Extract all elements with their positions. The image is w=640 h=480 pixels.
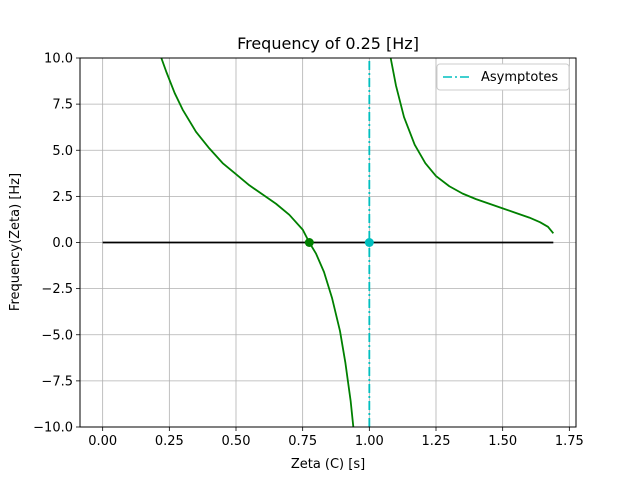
y-tick-label: 7.5 xyxy=(52,98,73,113)
y-axis-label: Frequency(Zeta) [Hz] xyxy=(8,173,23,311)
legend-box xyxy=(436,63,570,91)
y-axis: 10.0 7.5 5.0 2.5 0.0 −2.5 −5.0 −7.5 −10.0 xyxy=(33,52,80,436)
root-marker xyxy=(364,238,374,247)
legend-asymptotes-label: Asymptotes xyxy=(481,70,558,85)
chart-title: Frequency of 0.25 [Hz] xyxy=(237,34,419,53)
y-tick-label: 10.0 xyxy=(44,52,73,67)
plot-layer xyxy=(102,57,555,428)
x-axis-label: Zeta (C) [s] xyxy=(291,457,365,472)
x-axis: 0.00 0.25 0.50 0.75 1.00 1.25 1.50 1.75 xyxy=(88,427,584,449)
y-tick-label: −5.0 xyxy=(41,328,73,343)
y-tick-label: −2.5 xyxy=(41,282,73,297)
x-tick-label: 1.00 xyxy=(355,434,384,449)
x-tick-label: 1.25 xyxy=(422,434,451,449)
y-tick-label: −10.0 xyxy=(33,421,73,436)
x-tick-label: 0.50 xyxy=(222,434,251,449)
x-tick-label: 0.25 xyxy=(155,434,184,449)
x-tick-label: 1.50 xyxy=(488,434,517,449)
x-tick-label: 0.75 xyxy=(288,434,317,449)
curve-line xyxy=(389,57,555,234)
legend: Asymptotes xyxy=(436,63,570,91)
x-tick-label: 0.00 xyxy=(88,434,117,449)
y-tick-label: 0.0 xyxy=(52,236,73,251)
y-tick-label: 5.0 xyxy=(52,144,73,159)
root-marker xyxy=(304,238,314,247)
y-tick-label: −7.5 xyxy=(41,374,73,389)
curve-line xyxy=(160,57,355,428)
y-tick-label: 2.5 xyxy=(52,190,73,205)
x-tick-label: 1.75 xyxy=(555,434,584,449)
